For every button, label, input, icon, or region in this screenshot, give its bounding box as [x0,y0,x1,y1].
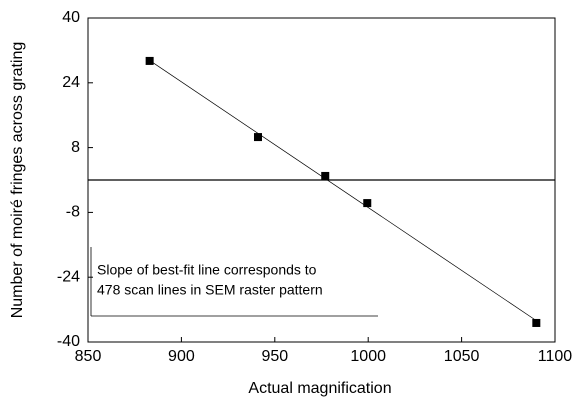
y-axis-label: Number of moiré fringes across grating [9,42,26,319]
y-tick-label: -40 [57,333,80,350]
x-tick-label: 1100 [538,348,573,365]
x-tick-label: 1000 [350,348,386,365]
fit-line [149,60,537,321]
point [532,318,541,327]
x-axis-label: Actual magnification [248,380,391,397]
y-tick-label: -24 [57,268,80,285]
point [145,56,154,65]
x-tick-label: 850 [75,348,102,365]
x-tick-label: 950 [261,348,288,365]
x-tick-label: 900 [168,348,195,365]
point [253,133,262,142]
annotation: 478 scan lines in SEM raster pattern [97,282,323,298]
y-tick-label: -8 [66,204,80,221]
annotation: Slope of best-fit line corresponds to [97,262,317,278]
x-tick-label: 1050 [444,348,480,365]
point [363,199,372,208]
y-tick-label: 8 [71,139,80,156]
y-tick-label: 40 [62,9,80,26]
point [321,171,330,180]
y-tick-label: 24 [62,74,80,91]
